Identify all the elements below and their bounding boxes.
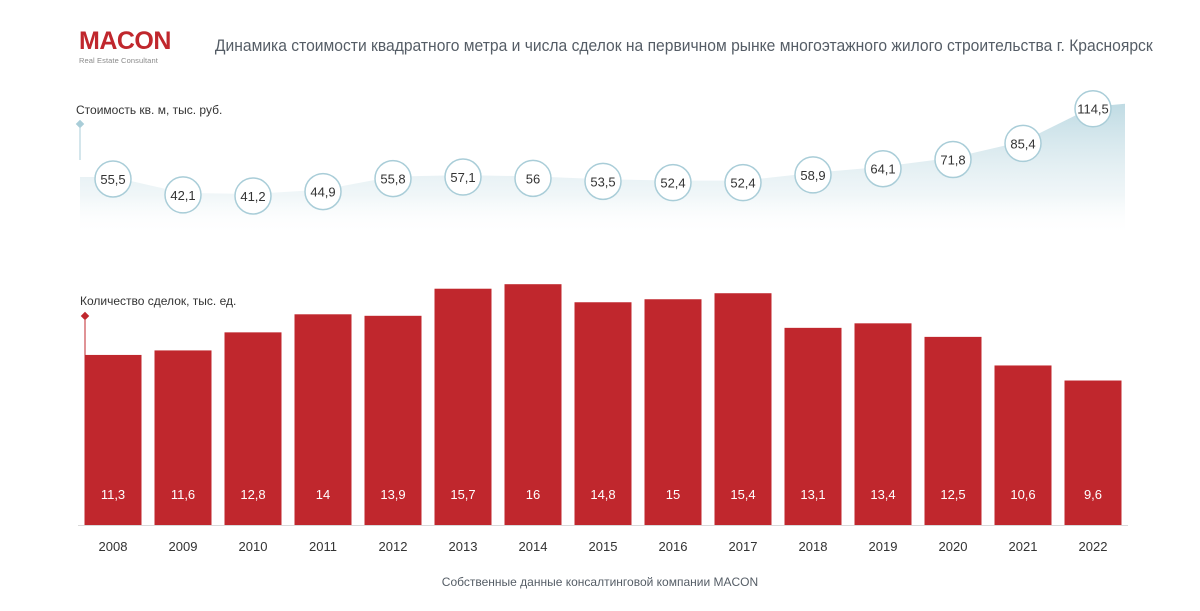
- deal-label-2021: 10,6: [1010, 487, 1035, 502]
- year-tick-2011: 2011: [309, 539, 337, 554]
- price-label-2013: 57,1: [450, 170, 475, 185]
- price-label-2014: 56: [526, 171, 540, 186]
- deal-label-2013: 15,7: [450, 487, 475, 502]
- deal-label-2008: 11,3: [101, 487, 125, 502]
- deal-bar-2018: [784, 327, 842, 525]
- price-label-2011: 44,9: [310, 185, 335, 200]
- deal-bar-2019: [854, 323, 912, 525]
- price-label-2018: 58,9: [800, 168, 825, 183]
- price-bubble-2009: [164, 176, 202, 214]
- deal-bar-2021: [994, 365, 1052, 525]
- price-bubble-2022: [1074, 89, 1112, 128]
- deal-label-2015: 14,8: [590, 487, 615, 502]
- year-tick-2017: 2017: [729, 539, 758, 554]
- price-label-2009: 42,1: [170, 188, 195, 203]
- year-tick-2009: 2009: [169, 539, 198, 554]
- deal-bar-2013: [434, 288, 492, 525]
- year-tick-2014: 2014: [519, 539, 548, 554]
- year-tick-2015: 2015: [589, 539, 618, 554]
- price-label-2012: 55,8: [380, 172, 405, 187]
- year-tick-2008: 2008: [99, 539, 128, 554]
- year-tick-2019: 2019: [869, 539, 898, 554]
- price-axis-marker: [75, 119, 85, 129]
- price-label-2008: 55,5: [100, 172, 125, 187]
- price-label-2020: 71,8: [940, 153, 965, 168]
- price-bubble-2012: [374, 159, 412, 198]
- logo-text: MACON: [79, 27, 171, 55]
- price-bubble-2008: [94, 160, 132, 198]
- price-bubble-2021: [1004, 124, 1042, 163]
- price-label-2022: 114,5: [1077, 102, 1109, 117]
- macon-logo: MACON Real Estate Consultant: [79, 27, 171, 66]
- deal-label-2019: 13,4: [870, 487, 895, 502]
- price-label-2016: 52,4: [660, 176, 685, 191]
- source-note: Собственные данные консалтинговой компан…: [441, 575, 759, 589]
- year-tick-2020: 2020: [939, 539, 968, 554]
- deal-bar-2010: [224, 332, 282, 525]
- price-bubble-2018: [794, 156, 832, 194]
- year-tick-2013: 2013: [449, 539, 478, 554]
- deal-label-2018: 13,1: [800, 487, 825, 502]
- deal-label-2011: 14: [316, 487, 330, 502]
- price-bubble-2015: [584, 162, 622, 201]
- deal-label-2012: 13,9: [380, 487, 405, 502]
- deal-bar-2012: [364, 315, 422, 525]
- chart-title: Динамика стоимости квадратного метра и ч…: [214, 36, 1153, 55]
- year-tick-2018: 2018: [799, 539, 828, 554]
- deal-bar-2016: [644, 299, 702, 525]
- deal-bar-2009: [154, 350, 212, 525]
- deal-bar-2011: [294, 314, 352, 525]
- deal-bar-2022: [1064, 380, 1122, 525]
- price-area: [80, 103, 1125, 236]
- year-tick-2022: 2022: [1079, 539, 1108, 554]
- price-axis-label: Стоимость кв. м, тыс. руб.: [76, 103, 222, 117]
- price-bubble-2019: [864, 149, 902, 188]
- deal-bar-2017: [714, 293, 772, 525]
- deal-label-2010: 12,8: [240, 487, 265, 502]
- price-label-2017: 52,4: [730, 176, 755, 191]
- logo-tagline: Real Estate Consultant: [79, 56, 158, 65]
- deal-bar-2015: [574, 302, 632, 525]
- year-tick-2021: 2021: [1009, 539, 1038, 554]
- price-label-2015: 53,5: [590, 174, 615, 189]
- year-tick-2012: 2012: [379, 539, 408, 554]
- price-bubble-2013: [444, 158, 482, 196]
- deal-label-2009: 11,6: [171, 487, 195, 502]
- price-bubble-2016: [654, 163, 692, 202]
- deal-bar-2020: [924, 336, 982, 525]
- price-label-2019: 64,1: [870, 162, 895, 177]
- year-tick-2010: 2010: [239, 539, 268, 554]
- deals-axis-marker: [80, 311, 90, 321]
- deal-label-2017: 15,4: [730, 487, 755, 502]
- price-label-2010: 41,2: [240, 189, 265, 204]
- price-bubble-2014: [514, 159, 552, 198]
- price-bubble-2020: [934, 140, 972, 179]
- deal-label-2016: 15: [666, 487, 680, 502]
- deal-bar-2008: [84, 354, 142, 525]
- price-label-2021: 85,4: [1010, 136, 1035, 151]
- price-bubble-2010: [234, 177, 272, 215]
- deal-bar-2014: [504, 284, 562, 525]
- deal-label-2022: 9,6: [1084, 487, 1102, 502]
- price-bubble-2017: [724, 163, 762, 202]
- price-bubble-2011: [304, 172, 342, 211]
- deals-axis-label: Количество сделок, тыс. ед.: [80, 294, 236, 308]
- year-tick-2016: 2016: [659, 539, 688, 554]
- deal-label-2014: 16: [526, 487, 540, 502]
- deal-label-2020: 12,5: [940, 487, 965, 502]
